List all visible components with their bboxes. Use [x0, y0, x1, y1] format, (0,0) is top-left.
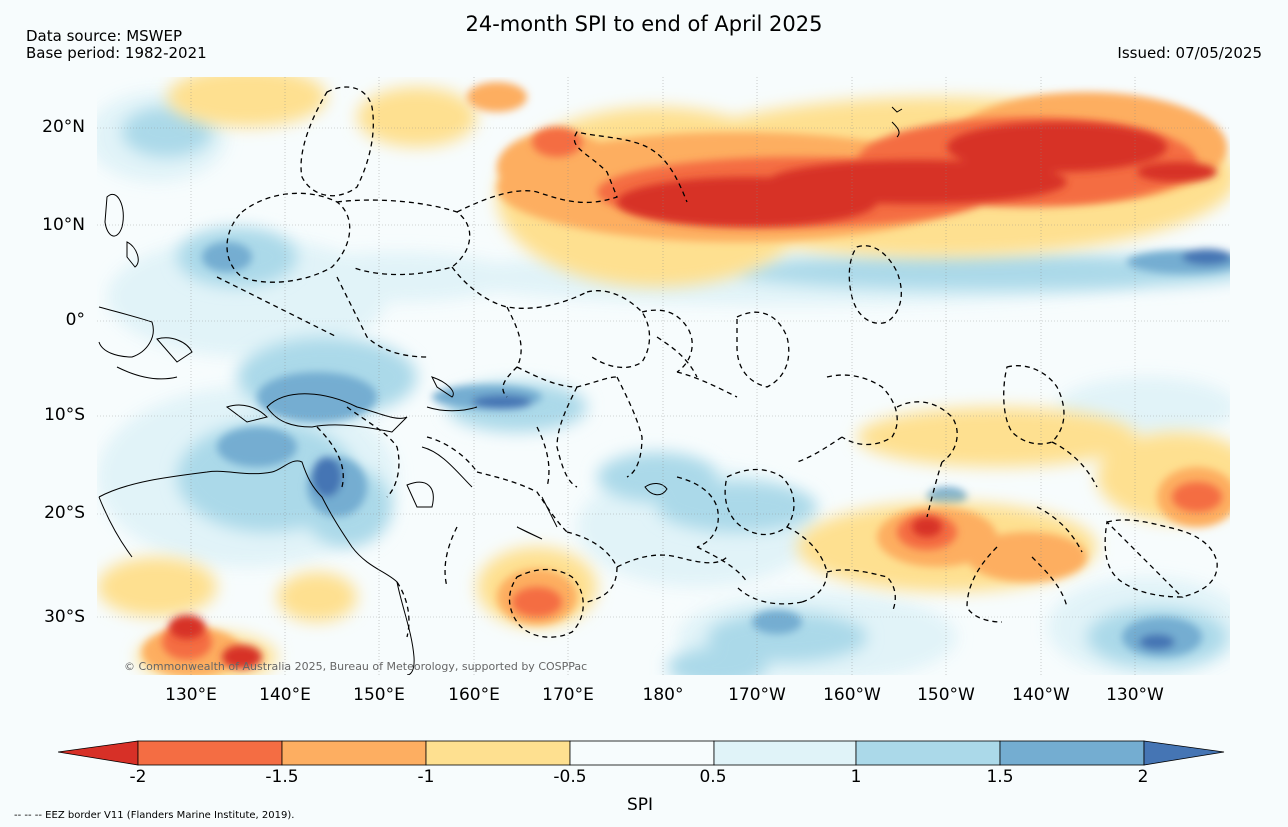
lat-label: 20°S [44, 503, 85, 523]
lon-label: 130°E [165, 685, 217, 705]
lon-label: 140°E [259, 685, 311, 705]
colorbar-tick: 1.5 [986, 767, 1014, 787]
lat-label: 0° [65, 310, 85, 330]
colorbar-tick: -0.5 [553, 767, 587, 787]
eez-footnote: -- -- -- EEZ border V11 (Flanders Marine… [14, 810, 295, 821]
lon-label: 170°E [542, 685, 594, 705]
lon-label: 140°W [1012, 685, 1070, 705]
colorbar-tick: -2 [129, 767, 147, 787]
base-period-label: Base period: 1982-2021 [26, 44, 207, 62]
lon-label: 160°W [823, 685, 881, 705]
colorbar-extend-low [58, 740, 139, 766]
lat-label: 20°N [42, 117, 85, 137]
lon-label: 170°W [728, 685, 786, 705]
colorbar-tick: -1 [417, 767, 435, 787]
colorbar-swatch [137, 740, 283, 766]
colorbar-tick: -1.5 [265, 767, 299, 787]
lat-label: 30°S [44, 607, 85, 627]
lat-label: 10°N [42, 215, 85, 235]
data-source-label: Data source: MSWEP [26, 27, 183, 45]
colorbar-swatch [569, 740, 715, 766]
lon-label: 160°E [448, 685, 500, 705]
colorbar-tick: 1 [850, 767, 862, 787]
lat-label: 10°S [44, 405, 85, 425]
colorbar [58, 740, 1225, 766]
colorbar-swatch [999, 740, 1145, 766]
colorbar-tick: 0.5 [699, 767, 727, 787]
colorbar-extend-high [1143, 740, 1225, 766]
lon-label: 130°W [1106, 685, 1164, 705]
lon-label: 150°E [353, 685, 405, 705]
colorbar-swatch [425, 740, 571, 766]
lon-label: 180° [642, 685, 684, 705]
colorbar-tick: 2 [1137, 767, 1149, 787]
issued-date: Issued: 07/05/2025 [1117, 44, 1262, 62]
copyright-text: © Commonwealth of Australia 2025, Bureau… [124, 660, 588, 673]
spi-map [97, 77, 1230, 675]
lon-label: 150°W [917, 685, 975, 705]
chart-title: 24-month SPI to end of April 2025 [465, 12, 823, 36]
colorbar-label: SPI [626, 795, 654, 815]
colorbar-swatch [281, 740, 427, 766]
colorbar-swatch [855, 740, 1001, 766]
colorbar-swatch [713, 740, 857, 766]
